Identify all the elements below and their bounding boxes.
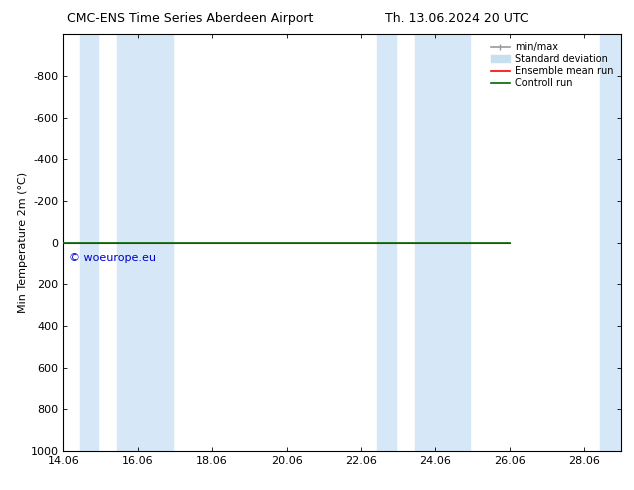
Y-axis label: Min Temperature 2m (°C): Min Temperature 2m (°C) [18, 172, 28, 313]
Bar [415, 34, 470, 451]
Text: © woeurope.eu: © woeurope.eu [68, 253, 155, 263]
Bar [377, 34, 396, 451]
Bar [600, 34, 621, 451]
Text: CMC-ENS Time Series Aberdeen Airport: CMC-ENS Time Series Aberdeen Airport [67, 12, 313, 25]
Bar [80, 34, 98, 451]
Bar [117, 34, 172, 451]
Text: Th. 13.06.2024 20 UTC: Th. 13.06.2024 20 UTC [385, 12, 528, 25]
Legend: min/max, Standard deviation, Ensemble mean run, Controll run: min/max, Standard deviation, Ensemble me… [488, 39, 616, 91]
